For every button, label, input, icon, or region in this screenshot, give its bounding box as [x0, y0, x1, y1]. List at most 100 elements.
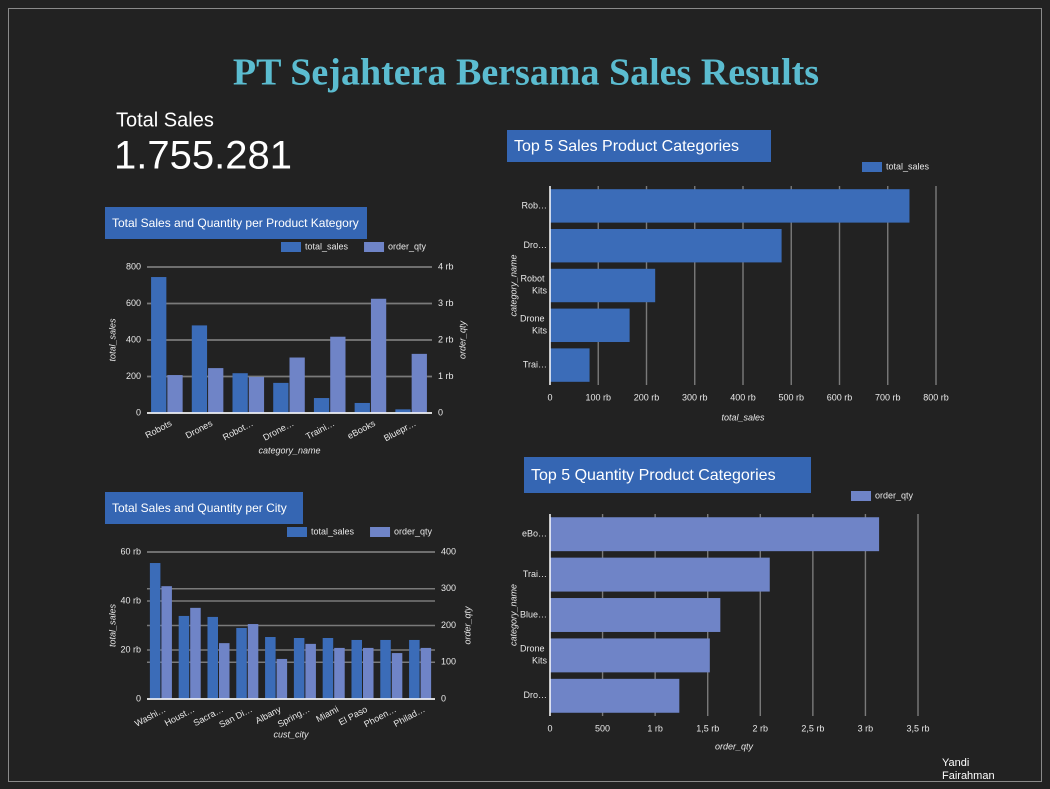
bar	[190, 607, 201, 699]
legend-label: order_qty	[875, 490, 914, 500]
chart-title-box	[524, 457, 811, 493]
bar	[363, 647, 374, 699]
x-tick-label: 100 rb	[585, 392, 611, 402]
bar	[247, 624, 259, 699]
legend-swatch	[281, 242, 301, 252]
y2-tick-label: 0	[441, 693, 446, 703]
bar	[330, 336, 346, 413]
x-tick-label: 2,5 rb	[801, 723, 824, 733]
legend-label: order_qty	[394, 526, 433, 536]
bar	[409, 639, 420, 699]
x-tick-label: Miami	[314, 704, 340, 724]
y-tick-label: Blue…	[520, 609, 547, 619]
y-tick-label: 0	[136, 407, 141, 417]
bar	[351, 639, 362, 699]
frame	[8, 8, 1042, 782]
bar	[219, 643, 230, 699]
x-tick-label: 0	[547, 723, 552, 733]
x-tick-label: 3,5 rb	[906, 723, 929, 733]
y-tick-label: Trai…	[523, 359, 547, 369]
bar	[248, 376, 265, 413]
y-tick-label: eBo…	[522, 529, 547, 539]
legend-label: total_sales	[305, 241, 349, 251]
y-axis-title: total_sales	[107, 318, 117, 362]
y2-axis-title: order_qty	[462, 606, 472, 645]
x-tick-label: Robots	[144, 418, 174, 440]
bar	[265, 637, 276, 699]
x-tick-label: 2 rb	[753, 723, 769, 733]
legend-label: order_qty	[388, 241, 427, 251]
bar	[232, 373, 248, 413]
x-tick-label: Phoen…	[362, 704, 398, 729]
y2-tick-label: 3 rb	[438, 298, 454, 308]
bar	[550, 517, 880, 552]
x-tick-label: San Di…	[217, 704, 253, 730]
bar	[149, 563, 161, 699]
x-axis-title: total_sales	[721, 412, 765, 422]
y-tick-label: 400	[126, 334, 141, 344]
legend-swatch	[862, 162, 882, 172]
chart-title: Total Sales and Quantity per City	[112, 501, 287, 515]
y2-tick-label: 200	[441, 620, 456, 630]
x-tick-label: Robot…	[221, 418, 255, 442]
legend-swatch	[364, 242, 385, 252]
x-tick-label: Bluepr…	[382, 418, 418, 443]
legend-swatch	[370, 527, 391, 537]
y-axis-title: total_sales	[107, 603, 117, 647]
x-tick-label: 1 rb	[647, 723, 663, 733]
chart-title-box	[105, 207, 367, 239]
x-axis-title: category_name	[258, 445, 320, 455]
x-axis-title: cust_city	[273, 729, 309, 739]
bar	[313, 398, 330, 413]
x-tick-label: 800 rb	[923, 392, 949, 402]
y2-tick-label: 300	[441, 583, 456, 593]
bar	[395, 409, 411, 413]
x-tick-label: Drones	[184, 418, 215, 441]
kpi-value: 1.755.281	[114, 134, 292, 178]
kpi-label: Total Sales	[116, 109, 214, 131]
bar	[550, 598, 721, 632]
main-title: PT Sejahtera Bersama Sales Results	[233, 52, 819, 94]
x-tick-label: 500	[595, 723, 610, 733]
y-tick-label: 600	[126, 298, 141, 308]
x-tick-label: 700 rb	[875, 392, 901, 402]
y-tick-label: Trai…	[523, 569, 547, 579]
x-tick-label: Drone…	[261, 418, 295, 443]
y-tick-label: Robot Kits	[520, 274, 547, 296]
x-tick-label: Traini…	[304, 418, 336, 441]
y-tick-label: Drone Kits	[520, 314, 548, 336]
chart-title-box	[105, 492, 303, 524]
x-tick-label: 1,5 rb	[696, 723, 719, 733]
bar	[276, 658, 288, 699]
y2-tick-label: 4 rb	[438, 261, 454, 271]
x-tick-label: Houst…	[163, 704, 196, 728]
x-tick-label: 3 rb	[858, 723, 874, 733]
y-tick-label: 60 rb	[120, 546, 141, 556]
y2-tick-label: 1 rb	[438, 371, 454, 381]
x-tick-label: eBooks	[346, 418, 378, 441]
bar	[550, 189, 910, 223]
y2-tick-label: 0	[438, 407, 443, 417]
bar	[550, 557, 770, 592]
x-tick-label: Spring…	[276, 704, 312, 729]
bar	[354, 402, 370, 413]
x-tick-label: Washi…	[133, 704, 167, 729]
bar	[293, 637, 305, 699]
chart-title: Total Sales and Quantity per Product Kat…	[112, 216, 359, 230]
x-tick-label: 500 rb	[778, 392, 804, 402]
author: Yandi Fairahman	[942, 757, 995, 782]
y-tick-label: 20 rb	[120, 644, 141, 654]
chart-title: Top 5 Sales Product Categories	[514, 138, 739, 155]
y-tick-label: Rob…	[521, 200, 547, 210]
y2-tick-label: 400	[441, 546, 456, 556]
legend-swatch	[851, 491, 871, 501]
bar	[305, 643, 316, 699]
y-axis-title: category_name	[508, 584, 518, 646]
bar	[322, 637, 334, 699]
x-tick-label: 300 rb	[682, 392, 708, 402]
x-axis-title: order_qty	[715, 741, 754, 751]
bar	[411, 353, 427, 413]
bar	[208, 368, 224, 413]
bar	[550, 348, 590, 382]
